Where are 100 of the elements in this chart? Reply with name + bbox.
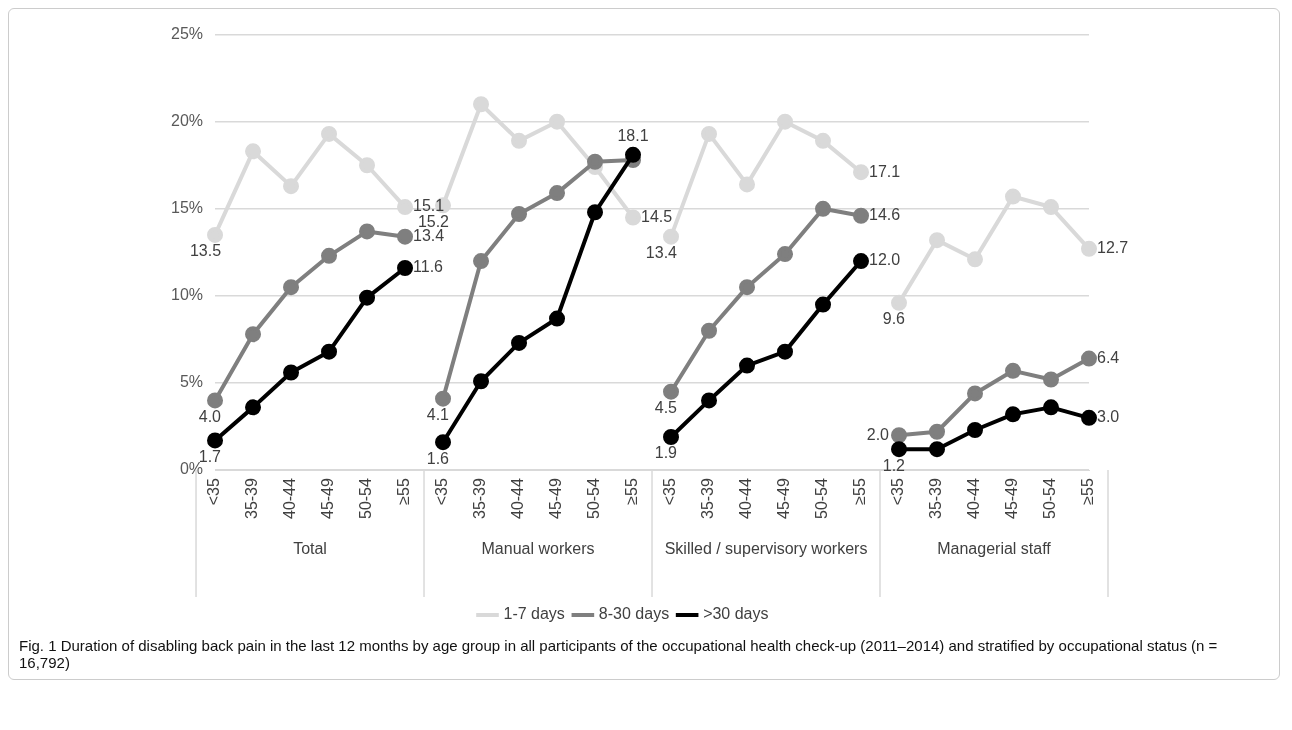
point [891,427,908,444]
x-tick-label: 45-49 [775,477,793,519]
point [1043,371,1059,388]
point [777,113,794,130]
point [701,322,718,339]
point [1005,362,1021,379]
x-tick-label: 50-54 [357,477,375,519]
point [321,247,338,264]
point [245,399,262,416]
x-tick-label: <35 [205,477,223,506]
point [549,113,566,130]
point [777,343,794,360]
point [853,253,870,270]
point [853,164,870,181]
point [663,428,680,445]
point [283,364,300,381]
x-tick-label: 45-49 [1003,477,1021,519]
x-tick-label: 50-54 [813,477,831,519]
point [815,200,832,217]
data-label: 12.0 [869,251,901,269]
data-label: 15.1 [413,197,445,215]
legend-label: >30 days [703,605,769,623]
point [549,185,566,202]
point [245,143,262,160]
x-tick-label: 40-44 [965,477,983,519]
point [701,392,718,409]
point [663,228,680,245]
point [739,176,756,193]
data-label: 13.4 [413,227,445,245]
point [473,373,490,390]
point [245,326,262,343]
point [701,125,718,142]
y-tick-label: 20% [170,112,204,130]
x-tick-label: 40-44 [737,477,755,519]
data-label: 1.2 [882,456,906,474]
data-label: 17.1 [869,162,901,180]
text: Skilled / supervisory workers [664,540,868,558]
x-tick-label: 50-54 [1041,477,1059,519]
point [435,390,452,407]
data-label: 4.5 [654,399,678,417]
data-label: 15.2 [417,212,450,230]
point [625,209,642,226]
x-tick-label: ≥55 [395,477,413,505]
point [207,432,224,449]
point [1081,409,1097,426]
point [511,132,528,149]
data-label: 6.4 [1097,349,1120,366]
x-tick-label: ≥55 [1079,477,1097,505]
y-tick-label: 10% [170,286,204,304]
point [967,251,983,268]
x-tick-label: 50-54 [585,477,603,519]
data-label: 13.5 [189,242,222,260]
point [815,132,832,149]
point [435,434,452,451]
x-tick-label: 45-49 [547,477,565,519]
point [511,206,528,223]
point [397,228,414,245]
data-label: 11.6 [413,258,444,276]
point [359,289,376,306]
point [1043,199,1059,216]
legend-label: 1-7 days [503,605,565,623]
point [929,423,945,440]
point [397,260,414,277]
data-label: 2.0 [866,425,890,443]
point [891,441,908,458]
x-tick-label: 40-44 [509,477,527,519]
point [321,343,338,360]
data-label: 18.1 [617,127,649,145]
point [473,253,490,270]
x-tick-label: ≥55 [851,477,869,505]
text: Fig. 1 Duration of disabling back pain in the last 12 months by age group in all participants of the occupational health check-up (2011–2014) and stratified by occupational status (n = 16,792) [18,636,1219,673]
data-label: 1.6 [426,449,450,467]
point [663,383,680,400]
point [929,441,945,458]
point [777,246,794,263]
point [587,153,604,170]
x-tick-label: 35-39 [927,477,945,519]
text: Managerial staff [937,540,1052,558]
point [815,296,832,313]
point [511,334,528,351]
y-tick-label: 25% [170,25,204,43]
point [739,357,756,374]
point [549,310,566,327]
point [853,207,870,224]
point [1005,406,1021,423]
point [473,96,490,113]
point [321,125,338,142]
legend-label: 8-30 days [598,605,670,623]
data-label: 14.6 [869,206,901,224]
point [283,178,300,195]
point [929,232,945,249]
y-tick-label: 15% [170,199,204,217]
point [207,226,224,243]
y-tick-label: 5% [179,373,204,391]
x-tick-label: ≥55 [623,477,641,505]
data-label: 13.4 [645,244,678,262]
point [891,294,908,311]
data-label: 14.5 [641,207,673,225]
x-tick-label: 35-39 [243,477,261,519]
x-tick-label: 40-44 [281,477,299,519]
